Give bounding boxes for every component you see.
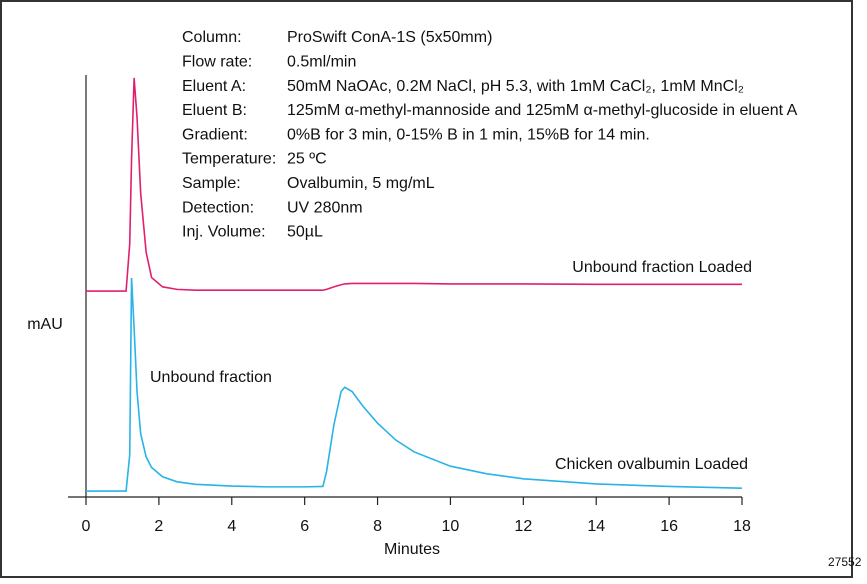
x-axis-label: Minutes bbox=[384, 541, 440, 558]
x-tick-label: 12 bbox=[514, 518, 532, 535]
x-tick-label: 10 bbox=[442, 518, 460, 535]
note-label: Gradient: bbox=[182, 126, 248, 143]
note-label: Inj. Volume: bbox=[182, 224, 266, 241]
x-tick-label: 2 bbox=[154, 518, 163, 535]
x-tick-label: 4 bbox=[227, 518, 236, 535]
trace bbox=[86, 77, 742, 292]
note-label: Eluent A: bbox=[182, 78, 246, 95]
series-label: Chicken ovalbumin Loaded bbox=[555, 456, 748, 473]
note-value: 50µL bbox=[287, 224, 323, 241]
note-label: Flow rate: bbox=[182, 54, 252, 71]
note-value: UV 280nm bbox=[287, 199, 363, 216]
note-label: Eluent B: bbox=[182, 102, 247, 119]
x-tick-label: 8 bbox=[373, 518, 382, 535]
note-value: 50mM NaOAc, 0.2M NaCl, pH 5.3, with 1mM … bbox=[287, 78, 744, 95]
annotation: Unbound fraction bbox=[150, 369, 272, 386]
frame bbox=[0, 0, 853, 578]
x-tick-label: 16 bbox=[660, 518, 678, 535]
note-value: ProSwift ConA-1S (5x50mm) bbox=[287, 29, 492, 46]
y-axis-label: mAU bbox=[27, 316, 63, 333]
trace bbox=[86, 277, 743, 492]
note-value: 0.5ml/min bbox=[287, 54, 356, 71]
note-label: Sample: bbox=[182, 175, 241, 192]
x-tick-label: 6 bbox=[300, 518, 309, 535]
x-tick-label: 18 bbox=[733, 518, 751, 535]
x-tick-label: 14 bbox=[587, 518, 605, 535]
note-value: 0%B for 3 min, 0-15% B in 1 min, 15%B fo… bbox=[287, 126, 650, 143]
x-tick-label: 0 bbox=[82, 518, 91, 535]
note-label: Column: bbox=[182, 29, 242, 46]
note-value: 125mM α-methyl-mannoside and 125mM α-met… bbox=[287, 102, 798, 119]
note-value: Ovalbumin, 5 mg/mL bbox=[287, 175, 435, 192]
note-value: 25 ºC bbox=[287, 151, 327, 168]
note-label: Temperature: bbox=[182, 151, 276, 168]
series-label: Unbound fraction Loaded bbox=[572, 259, 752, 276]
note-label: Detection: bbox=[182, 199, 254, 216]
figure-id: 27552 bbox=[828, 555, 862, 569]
